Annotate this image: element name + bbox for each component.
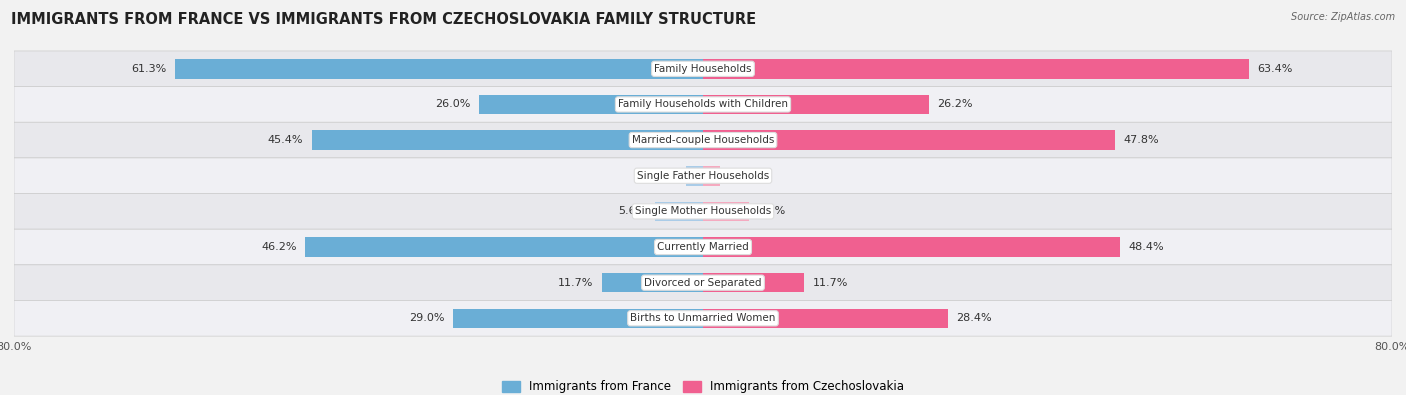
Text: 48.4%: 48.4% xyxy=(1129,242,1164,252)
Text: Source: ZipAtlas.com: Source: ZipAtlas.com xyxy=(1291,12,1395,22)
FancyBboxPatch shape xyxy=(14,229,1392,265)
Text: Married-couple Households: Married-couple Households xyxy=(631,135,775,145)
Bar xyxy=(703,130,1115,150)
Text: 2.0%: 2.0% xyxy=(728,171,758,181)
Text: 5.6%: 5.6% xyxy=(617,206,647,216)
Bar xyxy=(312,130,703,150)
Bar xyxy=(655,201,703,221)
Text: 5.3%: 5.3% xyxy=(758,206,786,216)
Bar xyxy=(703,237,1119,257)
Text: 11.7%: 11.7% xyxy=(558,278,593,288)
Text: 63.4%: 63.4% xyxy=(1257,64,1294,74)
Bar xyxy=(479,95,703,114)
FancyBboxPatch shape xyxy=(14,51,1392,87)
Bar xyxy=(703,201,748,221)
Text: 28.4%: 28.4% xyxy=(956,313,991,324)
Text: 26.2%: 26.2% xyxy=(938,100,973,109)
FancyBboxPatch shape xyxy=(14,194,1392,229)
Text: Family Households: Family Households xyxy=(654,64,752,74)
Bar xyxy=(305,237,703,257)
Text: 61.3%: 61.3% xyxy=(131,64,166,74)
FancyBboxPatch shape xyxy=(14,301,1392,336)
Text: 2.0%: 2.0% xyxy=(648,171,678,181)
Legend: Immigrants from France, Immigrants from Czechoslovakia: Immigrants from France, Immigrants from … xyxy=(498,376,908,395)
Text: 46.2%: 46.2% xyxy=(262,242,297,252)
Bar xyxy=(703,273,804,292)
FancyBboxPatch shape xyxy=(14,158,1392,194)
Bar xyxy=(176,59,703,79)
Text: 47.8%: 47.8% xyxy=(1123,135,1159,145)
Bar xyxy=(703,95,928,114)
Bar xyxy=(703,166,720,186)
FancyBboxPatch shape xyxy=(14,265,1392,301)
Text: 26.0%: 26.0% xyxy=(434,100,471,109)
Text: Divorced or Separated: Divorced or Separated xyxy=(644,278,762,288)
Text: Single Mother Households: Single Mother Households xyxy=(636,206,770,216)
Bar xyxy=(703,59,1249,79)
Bar xyxy=(686,166,703,186)
Text: 45.4%: 45.4% xyxy=(269,135,304,145)
Bar xyxy=(453,308,703,328)
FancyBboxPatch shape xyxy=(14,87,1392,122)
Text: Single Father Households: Single Father Households xyxy=(637,171,769,181)
Text: 29.0%: 29.0% xyxy=(409,313,444,324)
Text: IMMIGRANTS FROM FRANCE VS IMMIGRANTS FROM CZECHOSLOVAKIA FAMILY STRUCTURE: IMMIGRANTS FROM FRANCE VS IMMIGRANTS FRO… xyxy=(11,12,756,27)
Bar xyxy=(703,308,948,328)
Text: Family Households with Children: Family Households with Children xyxy=(619,100,787,109)
Text: Currently Married: Currently Married xyxy=(657,242,749,252)
FancyBboxPatch shape xyxy=(14,122,1392,158)
Bar xyxy=(602,273,703,292)
Text: Births to Unmarried Women: Births to Unmarried Women xyxy=(630,313,776,324)
Text: 11.7%: 11.7% xyxy=(813,278,848,288)
